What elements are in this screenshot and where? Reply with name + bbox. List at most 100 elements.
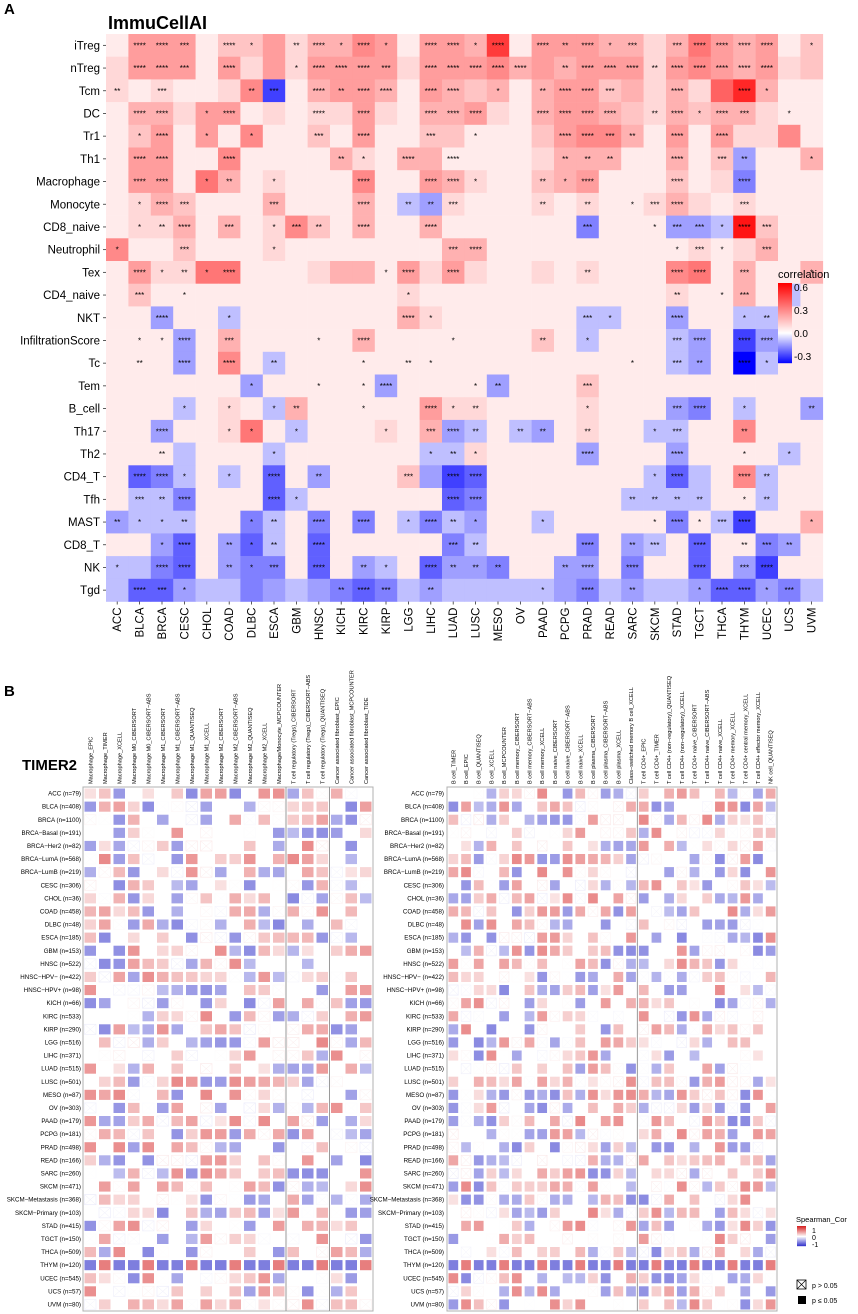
- heatmap-a-star: *: [698, 518, 701, 527]
- heatmap-a-star: ***: [673, 41, 682, 50]
- heatmap-b-left-cell-cross: [200, 866, 213, 878]
- heatmap-b-left-cell: [84, 1063, 96, 1074]
- heatmap-a-cell: [755, 397, 779, 421]
- heatmap-b-left-row-label: ESCA (n=185): [41, 935, 81, 942]
- heatmap-a-cell: [531, 124, 555, 148]
- heatmap-a-cell: [442, 238, 465, 262]
- heatmap-a-cell: [173, 170, 196, 194]
- heatmap-a-star: ***: [180, 41, 189, 50]
- heatmap-a-cell: [106, 79, 129, 103]
- heatmap-b-right-cell: [676, 1155, 687, 1166]
- heatmap-a-cell: [352, 556, 376, 580]
- heatmap-b-right-cell: [702, 1076, 713, 1087]
- heatmap-a-cell: [240, 192, 264, 216]
- heatmap-a-cell: [755, 419, 779, 443]
- heatmap-b-right-cell-ns: [575, 866, 586, 878]
- heatmap-a-star: *: [743, 405, 746, 414]
- heatmap-a-cell: [598, 102, 622, 126]
- heatmap-b-right-cell-cross: [765, 1024, 776, 1035]
- heatmap-b-right-cell-cross: [765, 958, 776, 970]
- heatmap-b-left-cell: [113, 814, 125, 825]
- heatmap-b-left-cell-ns: [127, 1285, 140, 1297]
- heatmap-a-star: ****: [223, 359, 235, 368]
- heatmap-b-right-cell-cross: [549, 1011, 560, 1022]
- heatmap-b-right-cell-cross: [587, 1233, 598, 1245]
- heatmap-b-right-row-label: MESO (n=87): [406, 1092, 444, 1099]
- heatmap-b-left-cell: [360, 1168, 372, 1179]
- heatmap-b-right-cell-cross: [473, 1286, 484, 1297]
- heatmap-b-right-cell: [575, 1011, 586, 1022]
- heatmap-a-cell: [531, 306, 555, 330]
- heatmap-b-right-cell: [499, 1286, 509, 1297]
- heatmap-b-left-cell: [316, 1050, 328, 1061]
- heatmap-b-left-cell-cross: [258, 801, 271, 812]
- heatmap-a-star: **: [405, 200, 411, 209]
- heatmap-b-right-cell: [638, 1260, 649, 1271]
- heatmap-b-right-cell-ns: [511, 1089, 522, 1101]
- heatmap-b-left-cell: [345, 840, 357, 851]
- heatmap-a-cell: [643, 465, 667, 489]
- heatmap-b-right-cell: [499, 867, 509, 878]
- heatmap-a-cell: [173, 306, 196, 330]
- heatmap-b-left-cell: [186, 971, 198, 982]
- heatmap-b-right-cell-cross: [638, 1115, 649, 1127]
- heatmap-b-right-cell-cross: [473, 1011, 484, 1022]
- heatmap-a-cell: [352, 124, 376, 148]
- heatmap-b-left-cell: [229, 1076, 241, 1087]
- heatmap-b-left-cell-ns: [113, 984, 126, 996]
- heatmap-a-cell: [397, 578, 420, 602]
- heatmap-a-cell: [352, 374, 376, 398]
- heatmap-a-cell: [397, 397, 420, 421]
- heatmap-a-star: **: [584, 268, 590, 277]
- heatmap-a-col-label: COAD: [224, 608, 236, 641]
- heatmap-b-left-cell: [229, 1233, 241, 1244]
- heatmap-b-left-cell-ns: [272, 879, 285, 891]
- heatmap-b-right-cell: [486, 1037, 497, 1048]
- heatmap-a-cell: [128, 192, 152, 216]
- heatmap-a-cell: [464, 283, 488, 307]
- heatmap-b-left-cell: [258, 1155, 270, 1166]
- heatmap-b-left-cell: [316, 1168, 328, 1179]
- heatmap-b-right-cell: [524, 1011, 535, 1022]
- heatmap-b-right-cell: [461, 1142, 471, 1153]
- heatmap-a-cell: [240, 419, 264, 443]
- heatmap-a-cell: [643, 56, 667, 80]
- heatmap-b-right-cell: [727, 893, 738, 904]
- heatmap-b-right-cell: [689, 1037, 700, 1048]
- heatmap-b-left-cell-ns: [214, 892, 227, 904]
- heatmap-a-cell: [106, 465, 129, 489]
- heatmap-a-star: ****: [335, 64, 347, 73]
- heatmap-b-left-cell: [244, 971, 256, 982]
- heatmap-b-left-cell: [171, 1168, 183, 1179]
- heatmap-a-star: ***: [762, 541, 771, 550]
- heatmap-a-star: **: [786, 541, 792, 550]
- heatmap-a-cell: [173, 465, 196, 489]
- heatmap-b-right-cell: [524, 971, 535, 982]
- heatmap-b-right-cell: [499, 1142, 509, 1153]
- heatmap-b-right-cell: [664, 801, 674, 812]
- heatmap-b-left-cell: [215, 1168, 227, 1179]
- legend-a-gradient: [778, 331, 792, 333]
- heatmap-b-right-cell-cross: [461, 984, 472, 996]
- heatmap-b-left-col-label: Macrophage M2_QUANTISEQ: [248, 707, 254, 784]
- heatmap-b-left-col-label: Macrophage M1_CIBERSORT−ABS: [175, 693, 181, 784]
- legend-b: Spearman_Cor 1 0 -1 p > 0.05 p ≤ 0.05: [796, 1215, 847, 1305]
- heatmap-a-cell: [486, 238, 510, 262]
- heatmap-a-cell: [262, 102, 286, 126]
- heatmap-a-star: ****: [133, 268, 145, 277]
- heatmap-b-left-cell: [287, 1116, 299, 1127]
- heatmap-b-left-cell: [215, 1155, 227, 1166]
- heatmap-b-right-cell: [689, 854, 700, 865]
- heatmap-a-star: **: [584, 427, 590, 436]
- heatmap-a-star: *: [407, 518, 410, 527]
- heatmap-b-left-cell-cross: [272, 1050, 285, 1061]
- heatmap-b-right-cell: [676, 1286, 687, 1297]
- legend-a-gradient: [778, 329, 792, 331]
- heatmap-a-cell: [442, 79, 465, 103]
- legend-a-gradient: [778, 286, 792, 288]
- heatmap-b-left-cell-cross: [330, 866, 343, 878]
- heatmap-a-cell: [150, 79, 174, 103]
- legend-b-tick-2: 0: [812, 1235, 816, 1242]
- heatmap-b-left-cell-ns: [330, 1128, 343, 1140]
- heatmap-a-col-label: KIRP: [381, 607, 393, 634]
